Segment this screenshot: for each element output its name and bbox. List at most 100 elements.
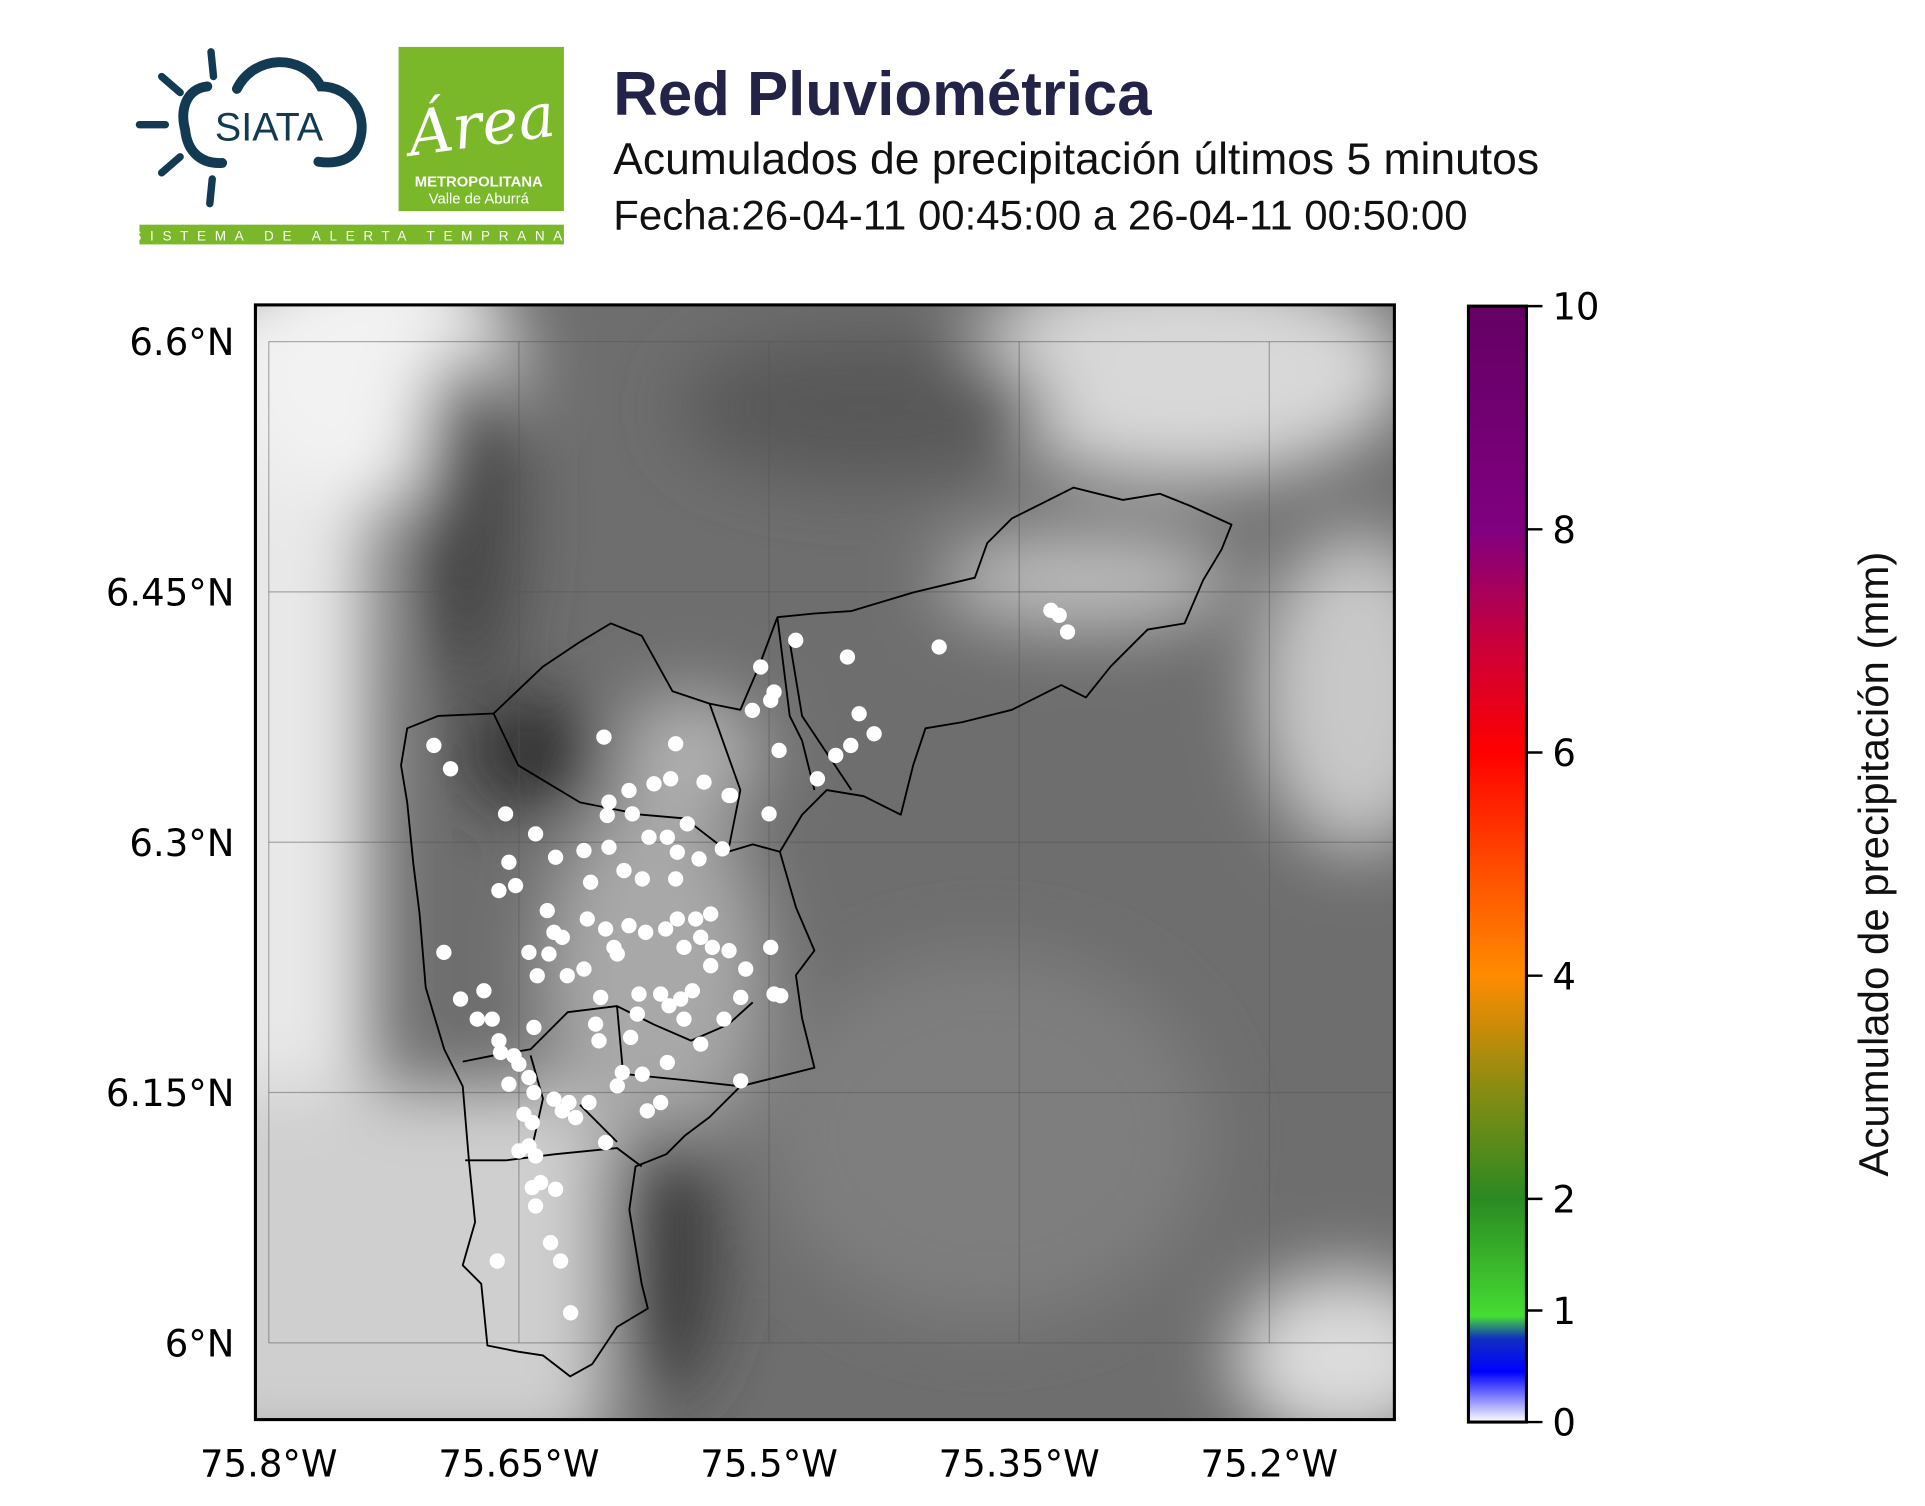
station-point	[547, 849, 564, 865]
station-point	[693, 1036, 709, 1052]
station-point	[426, 737, 442, 754]
station-point	[476, 983, 492, 999]
station-point	[501, 854, 517, 870]
station-point	[744, 702, 761, 719]
station-point	[582, 874, 599, 890]
colorbar-gradient	[1466, 304, 1528, 1424]
station-point	[579, 911, 595, 927]
municipal-boundaries	[400, 486, 1233, 1378]
station-point	[576, 961, 592, 977]
cloud-icon	[178, 57, 367, 168]
elevation-basemap	[255, 304, 1395, 1420]
station-point	[676, 939, 692, 956]
station-point	[546, 1091, 562, 1107]
station-point	[738, 961, 754, 977]
station-point	[621, 782, 637, 799]
station-point	[492, 1044, 509, 1061]
station-point	[663, 771, 679, 787]
station-point	[507, 877, 524, 894]
colorbar-tick-label: 10	[1552, 286, 1599, 329]
station-point	[629, 1006, 645, 1022]
station-point	[521, 1069, 537, 1086]
station-point	[622, 1029, 639, 1046]
station-point	[669, 911, 685, 927]
lon-tick-label: 75.2°W	[1201, 1442, 1339, 1485]
station-point	[524, 1114, 540, 1131]
lat-tick-label: 6.6°N	[129, 321, 234, 364]
station-point	[601, 794, 617, 810]
map-axes: 75.8°W 75.65°W 75.5°W 75.35°W 75.2°W 6.6°N 6.4…	[106, 303, 1396, 1485]
station-point	[621, 918, 637, 934]
siata-logo: SIATA	[135, 48, 367, 208]
station-point	[581, 1094, 597, 1111]
station-point	[567, 1109, 584, 1126]
station-point	[704, 939, 721, 956]
lat-tick-label: 6.15°N	[106, 1072, 235, 1115]
station-point	[1051, 607, 1067, 623]
station-point	[696, 774, 712, 790]
lat-tick-label: 6.45°N	[106, 571, 235, 614]
station-point	[691, 851, 707, 867]
station-point	[843, 737, 859, 754]
station-point	[658, 921, 674, 937]
station-point	[526, 1019, 542, 1036]
station-point	[634, 1066, 650, 1082]
station-point	[684, 983, 700, 999]
station-point	[673, 991, 689, 1007]
station-point	[597, 921, 614, 937]
station-point	[527, 1198, 544, 1214]
station-point	[703, 958, 719, 974]
station-point	[659, 829, 675, 845]
station-point	[489, 1253, 505, 1269]
station-point	[766, 684, 782, 700]
station-point	[703, 906, 719, 922]
station-point	[659, 1054, 675, 1071]
station-point	[442, 761, 459, 777]
station-point	[646, 776, 662, 792]
station-point	[511, 1143, 527, 1159]
lat-tick-label: 6.3°N	[129, 822, 234, 865]
station-point	[931, 639, 947, 655]
area-line2: Valle de Aburrá	[429, 192, 530, 208]
sun-rays-icon	[135, 48, 218, 208]
station-point	[506, 1048, 522, 1064]
station-point	[714, 841, 731, 857]
colorbar-tick-label: 0	[1552, 1402, 1576, 1445]
station-point	[597, 1134, 614, 1151]
station-point	[452, 991, 469, 1007]
station-point	[788, 632, 804, 648]
colorbar: 0 1 2 4 6 8 10 Acumulado de precipitación (mm)	[1466, 286, 1897, 1445]
station-point	[609, 946, 625, 962]
station-point	[668, 736, 684, 752]
station-point	[501, 1076, 517, 1092]
station-point	[866, 726, 882, 742]
station-point	[733, 1073, 749, 1089]
station-point	[591, 1033, 607, 1049]
station-point	[601, 839, 617, 855]
station-point	[559, 968, 575, 984]
station-point	[614, 1064, 630, 1081]
area-metropolitana-logo: Área METROPOLITANA Valle de Aburrá SISTE…	[132, 46, 564, 245]
station-point	[532, 1174, 549, 1191]
lon-tick-label: 75.5°W	[700, 1442, 838, 1485]
lon-tick-label: 75.35°W	[939, 1442, 1100, 1485]
page-title: Red Pluviométrica	[613, 60, 1152, 129]
station-point	[763, 939, 779, 956]
station-point	[497, 806, 514, 822]
colorbar-tick-label: 8	[1552, 509, 1576, 552]
station-point	[521, 944, 537, 961]
station-point	[491, 882, 507, 899]
station-point	[491, 1033, 507, 1049]
station-point	[634, 871, 650, 887]
station-point	[546, 924, 562, 940]
station-point	[616, 862, 632, 879]
station-point	[771, 742, 787, 759]
station-point	[469, 1011, 485, 1027]
station-point	[609, 1078, 625, 1094]
colorbar-tick-label: 6	[1552, 732, 1576, 775]
station-point	[596, 729, 612, 745]
station-point	[676, 1011, 692, 1027]
lat-tick-label: 6°N	[165, 1322, 235, 1365]
station-point	[527, 1148, 544, 1164]
